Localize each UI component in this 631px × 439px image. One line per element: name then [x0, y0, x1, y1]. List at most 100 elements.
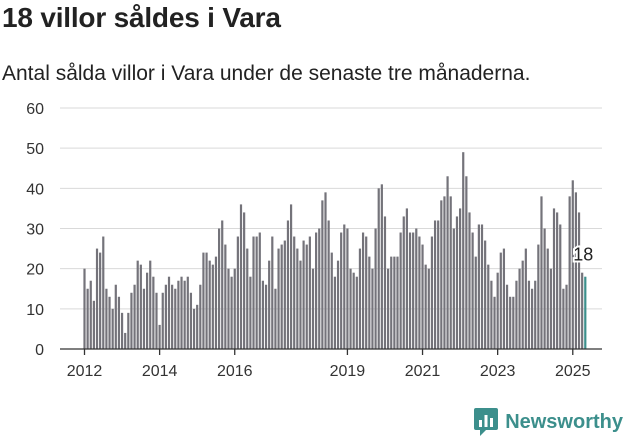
bar: [280, 244, 283, 349]
bar: [518, 268, 521, 349]
bar: [155, 292, 158, 349]
bar: [167, 276, 171, 349]
bar: [302, 240, 305, 349]
bar: [581, 272, 584, 349]
bar: [449, 196, 452, 349]
bar: [89, 280, 92, 349]
bar: [224, 244, 227, 349]
bar: [502, 248, 506, 349]
bar: [99, 252, 102, 349]
bar: [452, 228, 455, 349]
x-tick-label: 2021: [405, 363, 441, 380]
bar: [387, 268, 390, 349]
bar: [83, 268, 86, 349]
bar: [315, 232, 318, 349]
bar: [346, 228, 349, 349]
bar: [562, 288, 565, 349]
bar: [139, 264, 142, 349]
bar: [333, 276, 336, 349]
bar: [311, 268, 315, 349]
bar: [299, 260, 302, 349]
bar: [412, 232, 415, 349]
bar: [352, 272, 355, 349]
highlight-value-label: 18: [573, 245, 593, 265]
bar: [433, 220, 437, 349]
bar: [524, 248, 527, 349]
bar: [421, 244, 424, 349]
bar: [505, 284, 509, 349]
bar: [158, 324, 161, 349]
bar: [174, 288, 177, 349]
bar: [180, 276, 183, 349]
bar: [408, 232, 412, 349]
bar: [120, 312, 124, 349]
bar: [415, 228, 418, 349]
bar: [130, 292, 133, 349]
bar: [474, 256, 477, 349]
bar: [205, 252, 208, 349]
bar: [540, 196, 543, 349]
bar: [183, 280, 186, 349]
bar: [152, 276, 155, 349]
bar: [361, 232, 365, 349]
bar: [368, 256, 371, 349]
chart-title: 18 villor såldes i Vara: [2, 2, 281, 33]
bar: [221, 220, 224, 349]
bar: [199, 284, 202, 349]
bar: [192, 308, 196, 349]
bar: [186, 276, 189, 349]
bar: [530, 288, 534, 349]
bar: [480, 224, 484, 349]
bar: [217, 228, 221, 349]
bar: [340, 232, 343, 349]
newsworthy-icon: [474, 408, 499, 436]
bar: [559, 224, 562, 349]
bar: [95, 248, 99, 349]
bar: [330, 252, 333, 349]
bar: [405, 208, 408, 349]
y-tick-label: 0: [35, 342, 44, 359]
bar: [571, 180, 574, 349]
bar: [177, 280, 180, 349]
bar: [208, 260, 211, 349]
bar: [462, 152, 465, 349]
bar: [509, 296, 512, 349]
bar: [358, 248, 362, 349]
bar: [424, 264, 427, 349]
bar: [142, 288, 146, 349]
bar: [465, 176, 468, 349]
bar: [274, 288, 277, 349]
bar: [105, 288, 108, 349]
bar: [468, 212, 471, 349]
bar: [371, 268, 374, 349]
bar: [374, 228, 377, 349]
bar: [396, 256, 399, 349]
bar: [249, 276, 252, 349]
bar: [543, 228, 546, 349]
bar: [383, 216, 387, 349]
bar: [271, 236, 274, 349]
bar: [214, 256, 218, 349]
bar: [161, 292, 164, 349]
bar: [549, 268, 552, 349]
bar: [390, 256, 393, 349]
x-tick-label: 2019: [330, 363, 366, 380]
bar: [92, 300, 95, 349]
bar: [440, 200, 443, 349]
bar: [243, 212, 246, 349]
bar: [283, 240, 286, 349]
bar: [117, 296, 121, 349]
bar: [556, 212, 559, 349]
bar: [327, 220, 330, 349]
bar: [211, 264, 214, 349]
y-tick-label: 10: [26, 302, 44, 319]
bar: [459, 208, 462, 349]
bar: [277, 248, 280, 349]
newsworthy-logo: Newsworthy: [473, 407, 623, 437]
bar: [305, 244, 308, 349]
bar: [446, 176, 449, 349]
bar: [552, 208, 556, 349]
bar: [286, 220, 290, 349]
bar: [233, 268, 236, 349]
bar: [499, 252, 502, 349]
